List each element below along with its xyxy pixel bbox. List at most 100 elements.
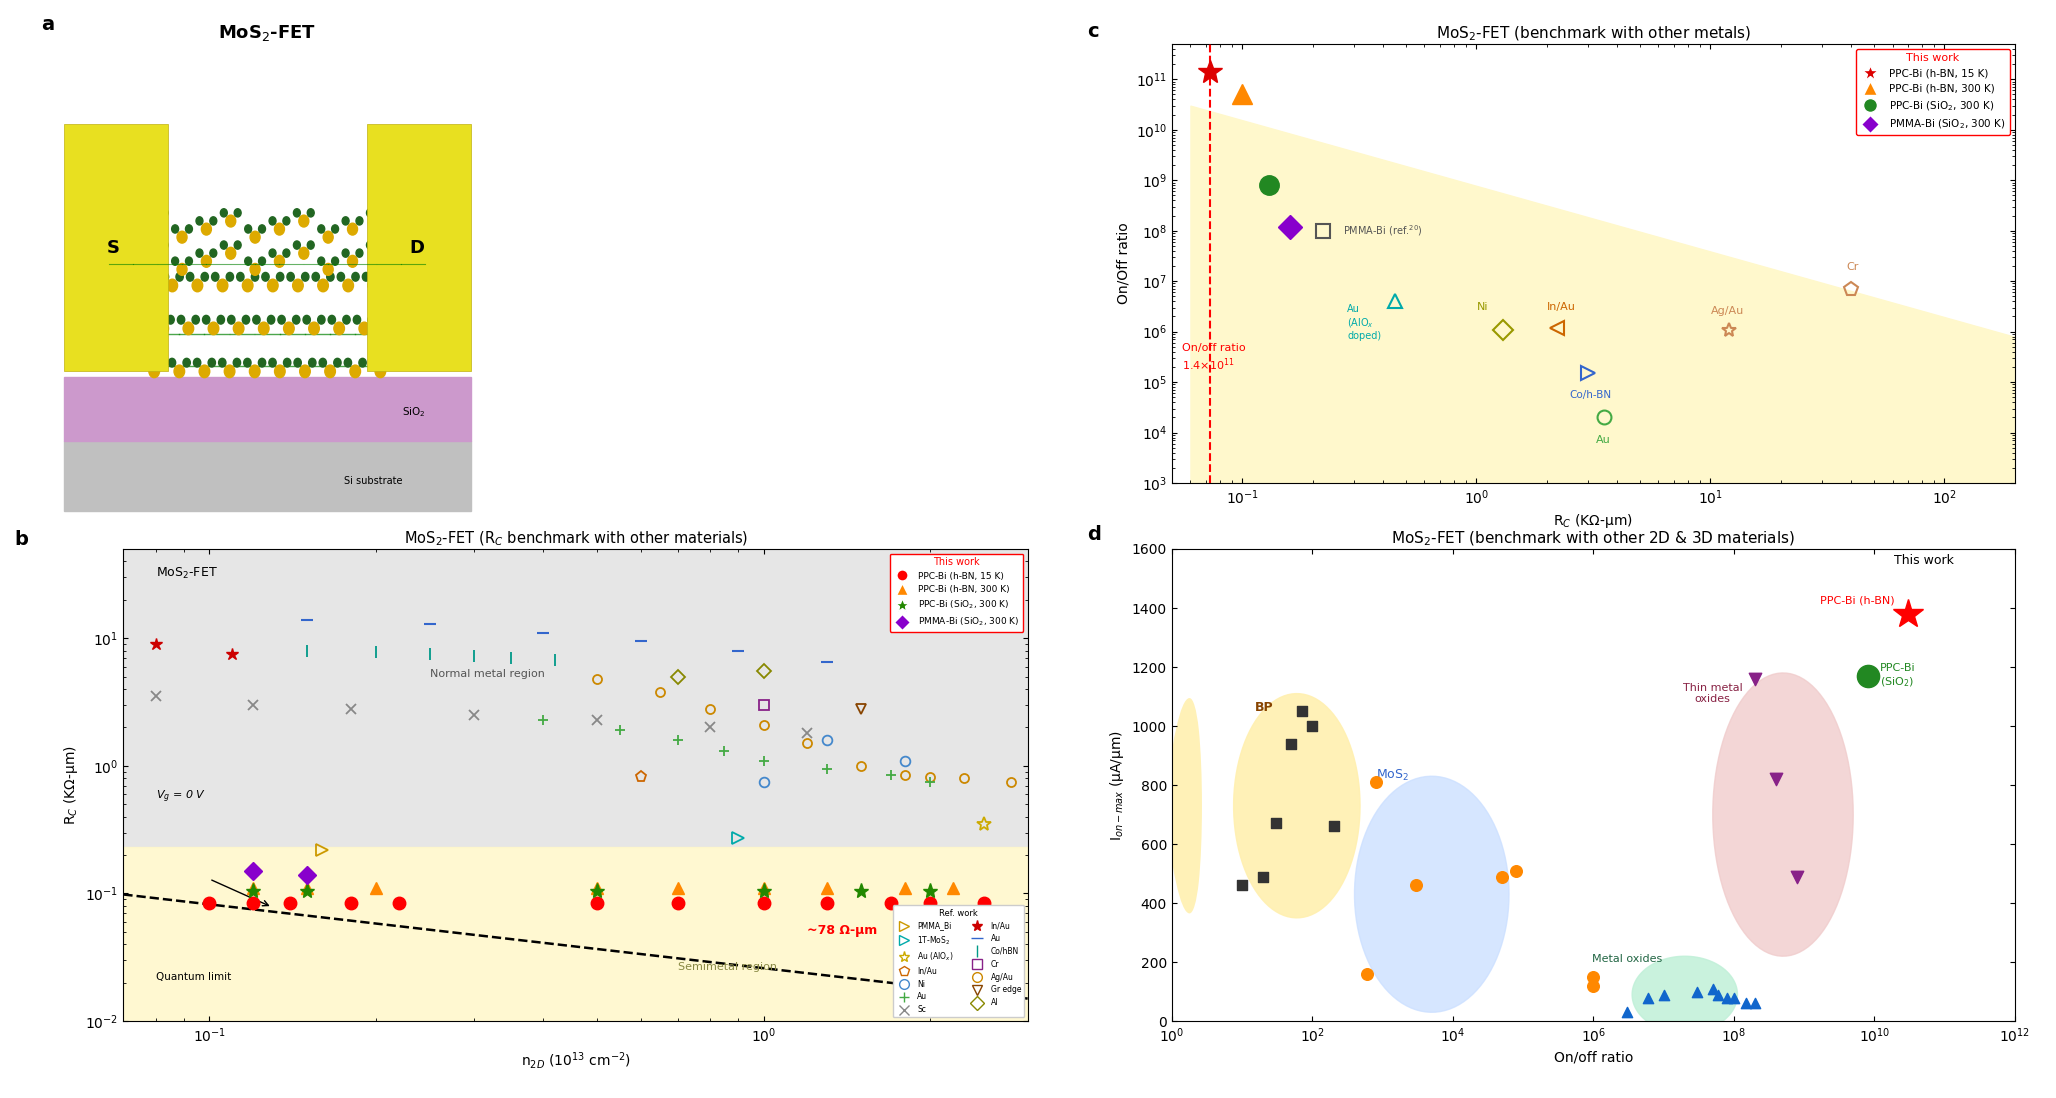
Circle shape bbox=[175, 366, 185, 378]
Circle shape bbox=[267, 279, 278, 292]
X-axis label: n$_{2D}$ (10$^{13}$ cm$^{-2}$): n$_{2D}$ (10$^{13}$ cm$^{-2}$) bbox=[520, 1050, 631, 1072]
Circle shape bbox=[391, 257, 397, 266]
Circle shape bbox=[253, 315, 261, 324]
Circle shape bbox=[343, 315, 350, 324]
Text: a: a bbox=[41, 15, 53, 34]
Circle shape bbox=[195, 216, 204, 225]
Circle shape bbox=[376, 272, 384, 281]
Circle shape bbox=[319, 358, 327, 367]
Circle shape bbox=[99, 225, 105, 233]
Circle shape bbox=[384, 322, 395, 335]
Circle shape bbox=[372, 247, 382, 259]
Circle shape bbox=[226, 272, 234, 281]
Circle shape bbox=[319, 315, 325, 324]
Circle shape bbox=[350, 366, 360, 378]
Point bbox=[1680, 983, 1713, 1000]
Legend: PPC-Bi (h-BN, 15 K), PPC-Bi (h-BN, 300 K), PPC-Bi (SiO$_2$, 300 K), PMMA-Bi (SiO: PPC-Bi (h-BN, 15 K), PPC-Bi (h-BN, 300 K… bbox=[1857, 49, 2009, 135]
Circle shape bbox=[232, 358, 241, 367]
Point bbox=[1739, 995, 1772, 1012]
Circle shape bbox=[415, 249, 421, 257]
Circle shape bbox=[273, 223, 284, 235]
Circle shape bbox=[352, 272, 360, 281]
Circle shape bbox=[220, 209, 228, 217]
Circle shape bbox=[249, 366, 259, 378]
Circle shape bbox=[354, 315, 360, 324]
Circle shape bbox=[329, 315, 335, 324]
Text: S: S bbox=[107, 239, 119, 257]
Circle shape bbox=[105, 232, 113, 243]
Circle shape bbox=[362, 272, 370, 281]
Circle shape bbox=[177, 232, 187, 243]
Point bbox=[1501, 862, 1534, 879]
Point bbox=[1577, 977, 1610, 995]
Circle shape bbox=[232, 322, 245, 335]
Text: PPC-Bi (h-BN): PPC-Bi (h-BN) bbox=[1820, 595, 1896, 605]
Circle shape bbox=[302, 315, 310, 324]
Circle shape bbox=[284, 358, 290, 367]
Circle shape bbox=[319, 279, 329, 292]
Circle shape bbox=[380, 240, 387, 249]
Circle shape bbox=[343, 358, 352, 367]
Text: Thin metal
oxides: Thin metal oxides bbox=[1684, 683, 1743, 705]
Y-axis label: R$_C$ (KΩ-μm): R$_C$ (KΩ-μm) bbox=[62, 746, 80, 825]
Point bbox=[1577, 968, 1610, 986]
Circle shape bbox=[243, 279, 253, 292]
Point bbox=[1225, 876, 1258, 894]
Point bbox=[1359, 773, 1392, 791]
Circle shape bbox=[421, 223, 430, 235]
Circle shape bbox=[302, 272, 308, 281]
Circle shape bbox=[201, 256, 212, 267]
Text: d: d bbox=[1088, 526, 1102, 545]
Circle shape bbox=[397, 264, 407, 276]
Text: c: c bbox=[1088, 22, 1100, 41]
Circle shape bbox=[347, 256, 358, 267]
Circle shape bbox=[212, 272, 218, 281]
Circle shape bbox=[210, 249, 216, 257]
Circle shape bbox=[341, 216, 350, 225]
Text: Co/h-BN: Co/h-BN bbox=[1569, 390, 1612, 400]
Circle shape bbox=[333, 358, 341, 367]
Circle shape bbox=[144, 358, 150, 367]
Circle shape bbox=[251, 272, 259, 281]
Circle shape bbox=[113, 225, 119, 233]
Circle shape bbox=[430, 216, 436, 225]
Circle shape bbox=[259, 322, 269, 335]
Circle shape bbox=[308, 322, 319, 335]
Point bbox=[1717, 988, 1750, 1006]
Circle shape bbox=[366, 209, 374, 217]
Circle shape bbox=[294, 209, 300, 217]
Circle shape bbox=[393, 279, 403, 292]
Circle shape bbox=[234, 209, 241, 217]
Point bbox=[1318, 818, 1351, 836]
Circle shape bbox=[193, 358, 201, 367]
Circle shape bbox=[374, 366, 387, 378]
Circle shape bbox=[226, 215, 236, 227]
Circle shape bbox=[269, 249, 276, 257]
Circle shape bbox=[273, 256, 284, 267]
Circle shape bbox=[294, 358, 302, 367]
Polygon shape bbox=[64, 441, 471, 511]
Point bbox=[1760, 771, 1793, 788]
Text: BP: BP bbox=[1254, 702, 1273, 715]
Circle shape bbox=[160, 209, 169, 217]
Circle shape bbox=[236, 272, 245, 281]
Circle shape bbox=[123, 216, 130, 225]
Point bbox=[1258, 815, 1291, 832]
Circle shape bbox=[380, 209, 387, 217]
Circle shape bbox=[298, 215, 308, 227]
Text: In/Au: In/Au bbox=[1546, 302, 1575, 312]
Y-axis label: On/Off ratio: On/Off ratio bbox=[1116, 223, 1131, 304]
Polygon shape bbox=[1355, 776, 1509, 1012]
Circle shape bbox=[158, 322, 169, 335]
Text: Au: Au bbox=[1595, 435, 1612, 445]
Circle shape bbox=[360, 322, 370, 335]
Circle shape bbox=[218, 279, 228, 292]
Circle shape bbox=[160, 240, 169, 249]
Circle shape bbox=[259, 225, 265, 233]
Point bbox=[1702, 986, 1735, 1004]
Text: This work: This work bbox=[1894, 553, 1953, 567]
Circle shape bbox=[276, 272, 284, 281]
Circle shape bbox=[127, 223, 138, 235]
Point bbox=[1632, 988, 1665, 1006]
Circle shape bbox=[148, 209, 154, 217]
